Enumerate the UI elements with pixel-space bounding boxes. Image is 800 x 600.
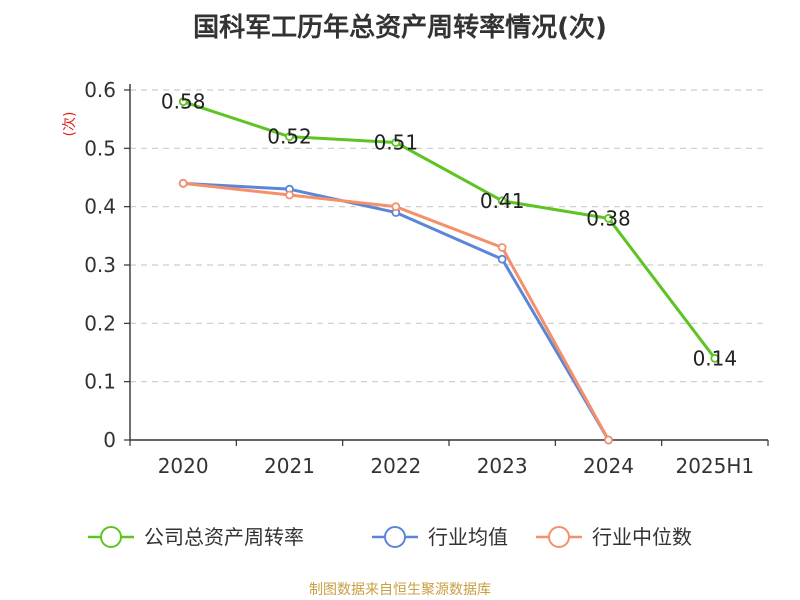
x-tick-label: 2025H1 <box>675 454 754 478</box>
y-tick-label: 0 <box>103 428 116 452</box>
data-point <box>178 178 188 188</box>
y-axis-label: (次) <box>62 112 78 137</box>
y-tick-labels: 0 0.1 0.2 0.3 0.4 0.5 0.6 <box>84 78 116 452</box>
data-label: 0.52 <box>267 125 312 149</box>
series-layer <box>178 97 720 445</box>
y-tick-label: 0.3 <box>84 253 116 277</box>
data-point <box>391 202 401 212</box>
legend-marker <box>548 526 570 548</box>
y-tick-label: 0.2 <box>84 311 116 335</box>
y-tick-label: 0.1 <box>84 370 116 394</box>
chart-title: 国科军工历年总资产周转率情况(次) <box>193 12 607 43</box>
series-line-1 <box>183 181 610 441</box>
legend-item-0[interactable]: 公司总资产周转率 <box>88 525 304 549</box>
data-point <box>178 97 188 107</box>
data-labels: 0.58 0.52 0.51 0.41 0.38 0.14 <box>161 90 737 371</box>
series-line-0 <box>182 100 717 360</box>
legend[interactable]: 公司总资产周转率 行业均值 行业中位数 <box>88 525 692 549</box>
data-point <box>497 196 507 206</box>
data-label: 0.38 <box>586 206 631 230</box>
x-tick-label: 2023 <box>477 454 528 478</box>
x-tick-label: 2024 <box>583 454 634 478</box>
x-tick-labels: 2020 2021 2022 2023 2024 2025H1 <box>158 454 754 478</box>
axes <box>129 84 769 446</box>
data-label: 0.14 <box>693 346 738 370</box>
legend-label: 行业均值 <box>428 525 508 549</box>
data-point <box>391 138 401 147</box>
x-tick-label: 2022 <box>370 454 421 478</box>
legend-marker <box>384 526 406 548</box>
series-line-2 <box>183 181 610 441</box>
data-label: 0.51 <box>374 131 419 155</box>
legend-item-2[interactable]: 行业中位数 <box>536 525 692 549</box>
y-tick-label: 0.5 <box>84 136 116 160</box>
x-tick-label: 2020 <box>158 454 209 478</box>
y-tick-label: 0.6 <box>84 78 116 102</box>
data-point <box>604 435 613 445</box>
data-point <box>497 243 507 252</box>
data-point <box>497 254 507 264</box>
data-point <box>604 213 613 223</box>
legend-label: 公司总资产周转率 <box>144 525 304 549</box>
data-label: 0.41 <box>480 189 525 213</box>
data-point <box>285 132 294 142</box>
legend-label: 行业中位数 <box>592 525 692 549</box>
y-tick-label: 0.4 <box>84 195 116 219</box>
source-note: 制图数据来自恒生聚源数据库 <box>309 582 491 598</box>
legend-marker <box>100 526 122 548</box>
data-point <box>710 353 720 363</box>
grid-lines <box>124 89 768 441</box>
data-point <box>285 190 294 200</box>
data-label: 0.58 <box>161 90 206 114</box>
legend-item-1[interactable]: 行业均值 <box>372 525 508 549</box>
x-tick-label: 2021 <box>264 454 315 478</box>
